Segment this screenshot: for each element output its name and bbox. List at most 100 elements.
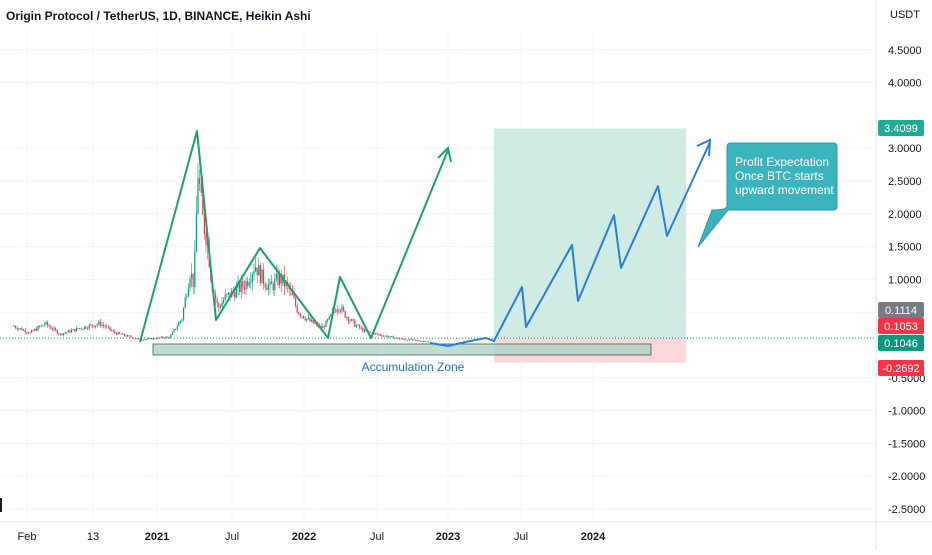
candle-body: [48, 325, 50, 327]
candle-body: [307, 318, 309, 319]
candle-body: [279, 273, 281, 285]
y-tick-label: 2.5000: [888, 176, 922, 188]
candle-body: [82, 329, 84, 330]
candle-body: [199, 178, 201, 185]
candle-body: [101, 324, 103, 326]
y-tick-label: -1.5000: [888, 438, 925, 450]
candle-body: [179, 320, 181, 323]
candle-body: [354, 320, 356, 327]
candle-body: [379, 334, 381, 336]
price-label-text: -0.2692: [882, 363, 919, 375]
x-tick-label: 2023: [436, 531, 460, 543]
candle-body: [256, 267, 258, 276]
candle-body: [32, 330, 34, 332]
candle-body: [410, 339, 412, 340]
candle-body: [141, 339, 143, 341]
x-tick-label: Jul: [514, 531, 528, 543]
candle-body: [381, 335, 383, 337]
candle-body: [399, 338, 401, 340]
candle-body: [347, 317, 349, 322]
candle-body: [63, 333, 65, 336]
price-label-text: 0.1046: [884, 338, 918, 350]
y-tick-label: 4.5000: [888, 45, 922, 57]
candle-body: [392, 336, 394, 339]
candle-body: [349, 320, 351, 322]
candle-body: [218, 303, 220, 308]
candle-body: [87, 328, 89, 330]
candle-body: [53, 328, 55, 330]
price-label-box: [878, 302, 924, 318]
candle-body: [39, 326, 41, 328]
candle-body: [269, 281, 271, 285]
candle-body: [426, 341, 428, 343]
y-tick-label: 3.0000: [888, 143, 922, 155]
callout-box: [697, 142, 838, 248]
candle-body: [253, 271, 255, 275]
candle-body: [267, 284, 269, 290]
candle-body: [235, 287, 237, 298]
candle-body: [335, 311, 337, 313]
candle-body: [363, 329, 365, 332]
candle-body: [304, 318, 306, 321]
candle-body: [394, 337, 396, 339]
x-tick-label: 2024: [581, 531, 606, 543]
accumulation-zone-label: Accumulation Zone: [362, 360, 465, 374]
candle-body: [301, 315, 303, 317]
candle-body: [275, 274, 277, 280]
trade-zones: Accumulation Zone: [0, 128, 876, 374]
candle-body: [51, 328, 53, 330]
candle-body: [223, 299, 225, 303]
candle-body: [50, 326, 52, 329]
candle-body: [403, 339, 405, 340]
candle-body: [178, 322, 180, 327]
candle-body: [31, 330, 33, 333]
candle-body: [117, 332, 119, 335]
candle-body: [245, 281, 247, 290]
candle-body: [88, 324, 90, 329]
candle-body: [106, 326, 108, 328]
candle-body: [389, 336, 391, 337]
candle-body: [263, 269, 265, 285]
candle-body: [176, 326, 178, 330]
candle-body: [322, 326, 324, 329]
candle-body: [378, 334, 380, 336]
candle-body: [259, 265, 261, 283]
candle-body: [74, 329, 76, 332]
candle-body: [240, 281, 242, 292]
candle-body: [325, 320, 327, 328]
candle-body: [127, 335, 129, 337]
price-label-box: [878, 335, 924, 351]
candle-body: [19, 328, 21, 330]
candle-body: [55, 328, 57, 331]
candle-body: [191, 273, 193, 279]
pattern-drawings: [139, 130, 712, 347]
candle-body: [312, 320, 314, 324]
candle-body: [95, 325, 97, 327]
candle-body: [111, 329, 113, 331]
candle-body: [296, 305, 298, 313]
candle-body: [59, 333, 61, 335]
candle-body: [109, 326, 111, 330]
candle-body: [154, 338, 156, 339]
accumulation-zone: [152, 343, 652, 356]
pattern-arrowhead: [437, 145, 452, 163]
candle-body: [99, 321, 101, 326]
candle-body: [200, 184, 202, 193]
candle-body: [85, 326, 87, 329]
y-axis: -2.5000-2.0000-1.5000-1.0000-0.50000.500…: [888, 45, 925, 516]
candle-body: [186, 296, 188, 298]
candle-body: [355, 325, 357, 327]
candle-body: [387, 336, 389, 338]
candle-body: [395, 337, 397, 339]
candle-body: [271, 281, 273, 284]
candle-body: [103, 324, 105, 326]
candle-body: [386, 335, 388, 337]
candle-body: [72, 329, 74, 331]
candle-body: [80, 328, 82, 330]
candle-body: [149, 338, 151, 339]
chart-title: Origin Protocol / TetherUS, 1D, BINANCE,…: [6, 9, 311, 23]
candle-body: [159, 337, 161, 339]
candle-body: [323, 326, 325, 328]
candle-body: [293, 295, 295, 299]
